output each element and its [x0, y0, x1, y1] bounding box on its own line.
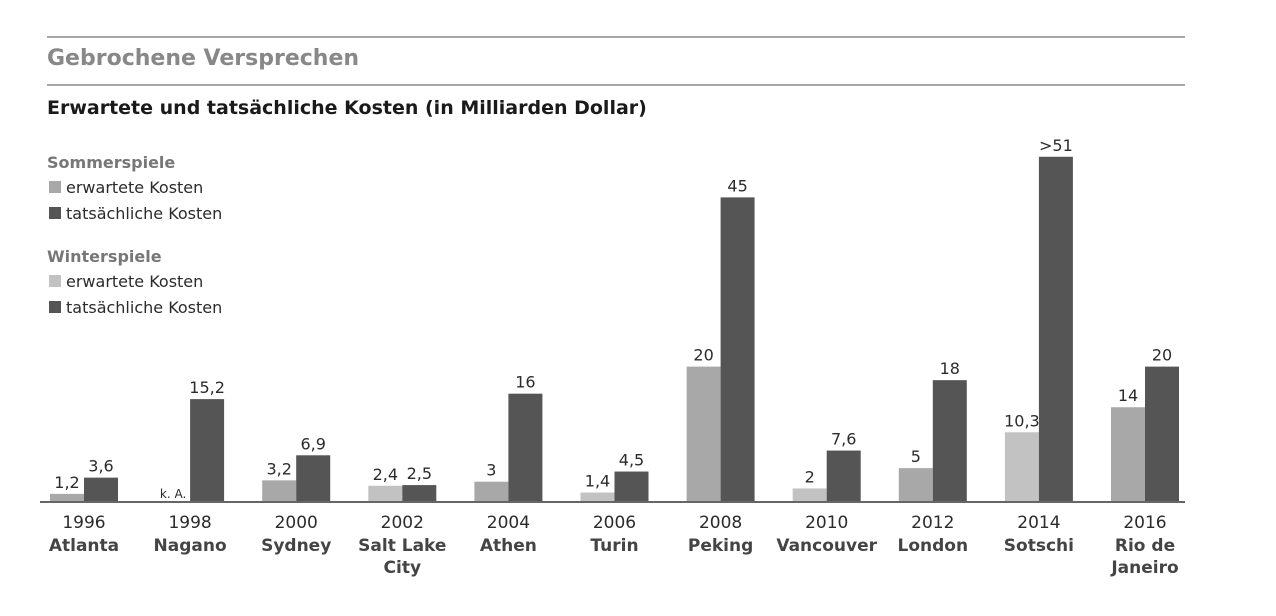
bar-actual-2002 [402, 485, 437, 502]
tick-city-2010: Vancouver [776, 536, 877, 556]
label-actual-2014: >51 [1039, 136, 1073, 155]
bar-actual-1996 [84, 477, 118, 502]
legend-winter-expected-swatch [49, 275, 61, 287]
bar-expected-2012 [898, 468, 933, 502]
legend: Sommerspiele erwartete Kosten tatsächlic… [47, 153, 222, 317]
bar-actual-1998 [190, 399, 225, 502]
label-expected-2002: 2,4 [373, 465, 398, 484]
label-actual-1996: 3,6 [88, 457, 113, 476]
bar-expected-2006 [580, 492, 615, 502]
bar-actual-2000 [296, 455, 331, 502]
label-actual-2006: 4,5 [619, 451, 644, 470]
bar-expected-2014 [1004, 432, 1039, 502]
bar-actual-2006 [614, 471, 649, 502]
tick-year-1998: 1998 [168, 513, 211, 533]
legend-winter-actual-swatch [49, 301, 61, 313]
label-actual-2010: 7,6 [831, 430, 856, 449]
tick-year-1996: 1996 [62, 513, 105, 533]
category-labels: 1996 Atlanta 1998 Nagano 2000 Sydney 2002 Salt … [49, 513, 1179, 578]
label-expected-2014: 10,3 [1004, 411, 1040, 430]
bar-expected-2016 [1111, 407, 1145, 502]
label-expected-2004: 3 [486, 461, 496, 480]
tick-city-2008: Peking [688, 536, 753, 556]
bar-actual-2004 [508, 393, 543, 502]
tick-year-2002: 2002 [381, 513, 424, 533]
tick-city-2016-line2: Janeiro [1110, 558, 1178, 578]
tick-city-2014: Sotschi [1004, 536, 1074, 556]
bar-expected-2010 [792, 488, 827, 502]
tick-year-2014: 2014 [1017, 513, 1060, 533]
bar-expected-2000 [262, 480, 297, 502]
legend-summer-expected-label: erwartete Kosten [66, 178, 203, 197]
bar-actual-2016 [1145, 366, 1179, 502]
bar-actual-2012 [932, 380, 967, 502]
label-expected-2010: 2 [805, 467, 815, 486]
tick-city-2006: Turin [590, 536, 638, 556]
tick-year-2012: 2012 [911, 513, 954, 533]
tick-city-2012: London [898, 536, 969, 556]
label-actual-2008: 45 [727, 176, 747, 195]
legend-summer-expected-swatch [49, 181, 61, 193]
legend-winter-actual-label: tatsächliche Kosten [66, 298, 222, 317]
tick-year-2006: 2006 [593, 513, 636, 533]
bar-expected-2004 [474, 481, 509, 502]
tick-city-1998: Nagano [154, 536, 227, 556]
tick-city-2002-line2: City [384, 558, 422, 578]
label-expected-2008: 20 [693, 346, 713, 365]
chart-subtitle: Erwartete und tatsächliche Kosten (in Mi… [47, 97, 647, 119]
label-actual-1998: 15,2 [189, 378, 225, 397]
tick-city-2016: Rio de [1115, 536, 1175, 556]
legend-summer-actual-swatch [49, 207, 61, 219]
legend-winter-heading: Winterspiele [47, 247, 162, 266]
label-expected-2006: 1,4 [585, 472, 610, 491]
tick-city-2002: Salt Lake [358, 536, 446, 556]
label-actual-2004: 16 [515, 373, 535, 392]
label-expected-2016: 14 [1118, 386, 1138, 405]
tick-year-2004: 2004 [487, 513, 530, 533]
tick-city-1996: Atlanta [49, 536, 119, 556]
chart-title: Gebrochene Versprechen [47, 46, 359, 71]
bars-group: 1,2 3,6 k. A. 15,2 3,2 6,9 2,4 2,5 3 16 1,4 4,5 20 45… [50, 136, 1179, 502]
label-actual-2016: 20 [1152, 346, 1172, 365]
tick-year-2016: 2016 [1123, 513, 1166, 533]
tick-year-2000: 2000 [275, 513, 318, 533]
label-expected-1998: k. A. [160, 487, 186, 501]
label-expected-2000: 3,2 [266, 459, 291, 478]
label-actual-2012: 18 [940, 359, 960, 378]
tick-city-2000: Sydney [261, 536, 331, 556]
tick-city-2004: Athen [480, 536, 537, 556]
bar-expected-1996 [50, 493, 84, 502]
bar-actual-2014 [1038, 156, 1073, 502]
bar-actual-2008 [720, 197, 755, 502]
legend-summer-heading: Sommerspiele [47, 153, 175, 172]
label-actual-2002: 2,5 [407, 464, 432, 483]
tick-year-2008: 2008 [699, 513, 742, 533]
legend-summer-actual-label: tatsächliche Kosten [66, 204, 222, 223]
bar-actual-2010 [826, 450, 861, 502]
bar-expected-2002 [368, 485, 403, 502]
bar-expected-2008 [686, 366, 721, 502]
tick-year-2010: 2010 [805, 513, 848, 533]
legend-winter-expected-label: erwartete Kosten [66, 272, 203, 291]
label-expected-2012: 5 [911, 447, 921, 466]
label-expected-1996: 1,2 [54, 473, 79, 492]
label-actual-2000: 6,9 [300, 434, 325, 453]
